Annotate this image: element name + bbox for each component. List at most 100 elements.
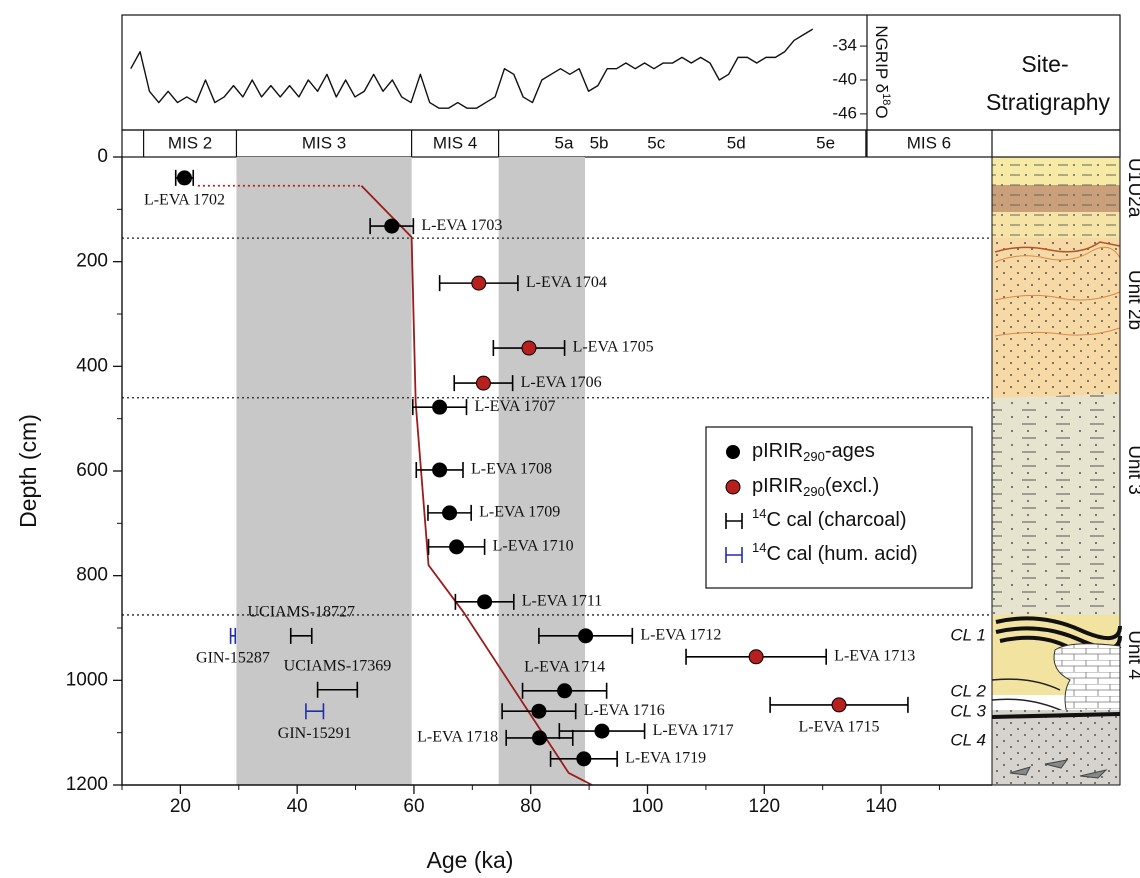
point-label: L-EVA 1706 xyxy=(521,374,602,391)
point-label: L-EVA 1715 xyxy=(798,719,879,736)
point-label: L-EVA 1703 xyxy=(421,217,502,234)
x-tick-label: 80 xyxy=(520,796,541,817)
mis-substage: 5b xyxy=(590,133,609,152)
error-bar xyxy=(316,681,359,698)
ngrip-label: NGRIP δ18O xyxy=(872,25,893,118)
data-point xyxy=(748,649,764,665)
age-model xyxy=(360,185,593,785)
y-tick-label: 800 xyxy=(76,565,108,586)
y-tick-label: 400 xyxy=(76,355,108,376)
point-label: L-EVA 1713 xyxy=(834,647,915,664)
y-tick-label: 1200 xyxy=(66,774,108,795)
legend-sub: 290 xyxy=(803,484,825,499)
data-point xyxy=(471,275,487,291)
point-label: UCIAMS-18727 xyxy=(247,604,355,621)
mis-label: MIS 6 xyxy=(907,133,951,152)
ngrip-curve xyxy=(130,28,814,109)
point-label: L-EVA 1707 xyxy=(474,398,555,415)
x-tick-label: 60 xyxy=(403,796,424,817)
data-point xyxy=(531,730,547,746)
data-point xyxy=(831,697,847,713)
point-label: L-EVA 1718 xyxy=(417,729,498,746)
error-bar xyxy=(289,627,313,644)
data-point xyxy=(384,218,400,234)
point-label: L-EVA 1702 xyxy=(144,192,225,209)
legend-part: pIRIR xyxy=(752,475,803,497)
cl-label: CL 1 xyxy=(950,625,986,644)
legend-part: C cal (charcoal) xyxy=(766,509,906,531)
data-point xyxy=(576,751,592,767)
point-label: L-EVA 1705 xyxy=(573,339,654,356)
x-tick-label: 120 xyxy=(748,796,780,817)
y-axis-label: Depth (cm) xyxy=(15,414,41,528)
unit-label: U2a xyxy=(1124,183,1140,218)
data-point xyxy=(432,399,448,415)
point-label: L-EVA 1708 xyxy=(471,461,552,478)
ngrip-tick-label: -46 xyxy=(832,103,857,122)
data-point xyxy=(557,683,573,699)
legend-text: pIRIR290-ages xyxy=(752,440,875,464)
error-bar xyxy=(229,627,237,644)
mis-substage: 5d xyxy=(727,133,746,152)
data-point xyxy=(594,723,610,739)
legend-sup: 14 xyxy=(752,540,766,555)
point-label: L-EVA 1709 xyxy=(479,504,560,521)
x-tick-label: 40 xyxy=(287,796,308,817)
cl-label: CL 4 xyxy=(950,730,986,749)
point-label: L-EVA 1716 xyxy=(584,702,665,719)
mis-substage: 5e xyxy=(816,133,835,152)
cl-label: CL 2 xyxy=(950,681,986,700)
data-point xyxy=(432,462,448,478)
data-point xyxy=(578,628,594,644)
mis-label: MIS 3 xyxy=(302,133,346,152)
legend-sup: 14 xyxy=(752,506,766,521)
y-tick-label: 1000 xyxy=(66,669,108,690)
legend: pIRIR290-ages pIRIR290(excl.) 14C cal (c… xyxy=(705,426,973,589)
legend-marker xyxy=(725,513,743,529)
point-label: UCIAMS-17369 xyxy=(284,657,392,674)
point-label: L-EVA 1711 xyxy=(522,593,602,610)
mis-band xyxy=(498,157,586,785)
y-tick-label: 600 xyxy=(76,460,108,481)
plot: 20 40 60 80 100 120 140 0 200 400 600 800 1000 1200 L-… xyxy=(66,146,992,817)
legend-marker xyxy=(725,547,743,563)
data-point xyxy=(176,170,192,186)
point-label: L-EVA 1710 xyxy=(493,538,574,555)
data-point xyxy=(521,340,537,356)
mis-label: MIS 2 xyxy=(168,133,212,152)
ngrip-tick-label: -40 xyxy=(832,69,857,88)
point-label: L-EVA 1717 xyxy=(653,722,734,739)
point-label: L-EVA 1719 xyxy=(625,750,706,767)
point-label: L-EVA 1714 xyxy=(524,658,605,675)
legend-marker xyxy=(725,479,741,495)
ngrip-label-sup: 18 xyxy=(880,93,892,105)
legend-part: pIRIR xyxy=(752,440,803,462)
ngrip-label-part: NGRIP δ xyxy=(872,25,891,93)
x-tick-label: 20 xyxy=(170,796,191,817)
x-tick-label: 100 xyxy=(632,796,664,817)
data-point xyxy=(477,594,493,610)
unit-label: Unit 3 xyxy=(1124,445,1140,495)
ngrip-label-part: O xyxy=(872,105,891,118)
ngrip-tick-label: -34 xyxy=(832,36,857,55)
legend-marker xyxy=(726,445,740,459)
data-point xyxy=(531,703,547,719)
mis-frame xyxy=(121,129,1121,158)
legend-box xyxy=(705,426,973,589)
y-tick-label: 0 xyxy=(97,146,108,167)
legend-text: 14C cal (hum. acid) xyxy=(752,540,918,565)
legend-part: C cal (hum. acid) xyxy=(766,543,917,565)
strat-column xyxy=(991,156,1122,786)
site-label: Site- xyxy=(1021,51,1068,77)
unit-label: Unit 2b xyxy=(1124,270,1140,330)
x-axis-label: Age (ka) xyxy=(427,847,514,873)
unit-label: Unit 4 xyxy=(1124,630,1140,680)
site-label: Stratigraphy xyxy=(986,89,1111,115)
legend-part: (excl.) xyxy=(825,475,879,497)
top-frame xyxy=(121,14,1121,131)
mis-substage: 5c xyxy=(647,133,665,152)
legend-text: pIRIR290(excl.) xyxy=(752,475,879,499)
data-point xyxy=(442,505,458,521)
unit-label: U1 xyxy=(1124,158,1140,182)
